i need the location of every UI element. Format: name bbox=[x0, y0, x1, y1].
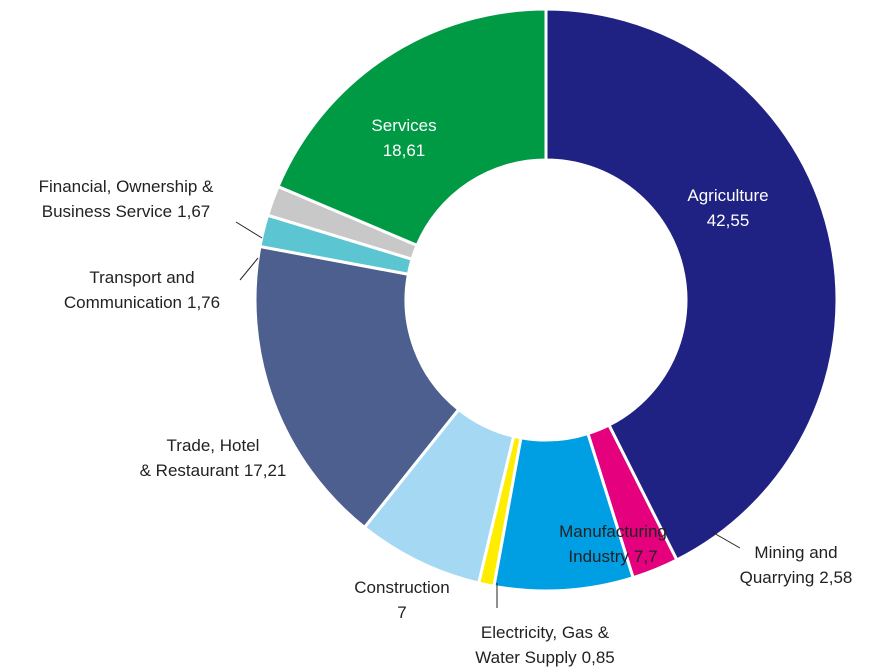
category-label: Agriculture bbox=[687, 186, 769, 205]
slice-label: Construction 7 bbox=[354, 575, 449, 625]
slice-label: Mining and Quarrying 2,58 bbox=[740, 540, 853, 590]
value-label: 1,76 bbox=[187, 293, 221, 312]
value-label: 0,85 bbox=[581, 648, 615, 667]
slice-label: Services 18,61 bbox=[371, 113, 436, 163]
category-label: Mining and Quarrying bbox=[739, 543, 838, 587]
value-label: 42,55 bbox=[706, 211, 750, 230]
category-label: Services bbox=[371, 116, 437, 135]
value-label: 18,61 bbox=[382, 141, 426, 160]
value-label: 7,7 bbox=[633, 547, 658, 566]
slice-label: Electricity, Gas & Water Supply 0,85 bbox=[475, 620, 615, 670]
value-label: 2,58 bbox=[819, 568, 853, 587]
slice bbox=[253, 244, 461, 530]
category-label: Construction bbox=[354, 578, 450, 597]
category-label: Trade, Hotel & Restaurant bbox=[139, 436, 260, 480]
value-label: 1,67 bbox=[177, 202, 211, 221]
value-label: 17,21 bbox=[243, 461, 287, 480]
slice-label: Manufacturing Industry 7,7 bbox=[559, 519, 667, 569]
category-label: Transport and Communication bbox=[63, 268, 195, 312]
slice-label: Financial, Ownership & Business Service 1… bbox=[39, 174, 214, 224]
category-label: Financial, Ownership & Business Service bbox=[38, 177, 214, 221]
leader-line bbox=[711, 531, 741, 549]
slice bbox=[276, 7, 548, 248]
slice bbox=[544, 7, 839, 562]
category-label: Electricity, Gas & Water Supply bbox=[475, 623, 610, 667]
slice-label: Agriculture 42,55 bbox=[687, 183, 768, 233]
value-label: 7 bbox=[397, 603, 407, 622]
slice-label: Trade, Hotel & Restaurant 17,21 bbox=[140, 433, 287, 483]
leader-line bbox=[235, 221, 263, 239]
slice-label: Transport and Communication 1,76 bbox=[64, 265, 220, 315]
category-label: Manufacturing Industry bbox=[559, 522, 667, 566]
leader-line bbox=[239, 257, 259, 281]
